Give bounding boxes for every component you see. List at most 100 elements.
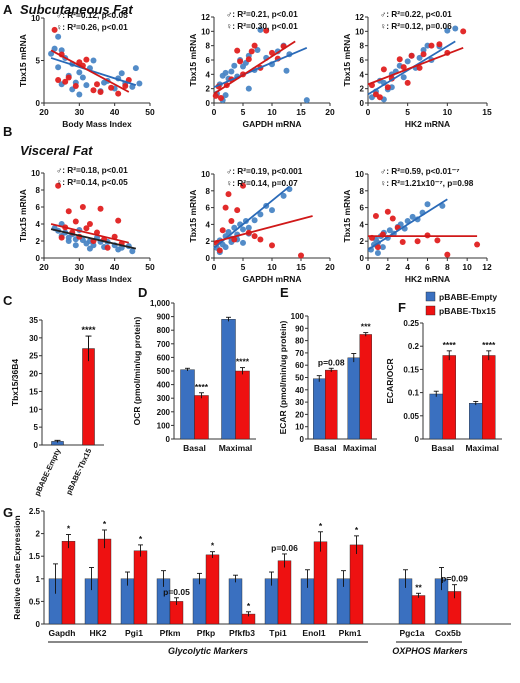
blue-trend-line <box>213 185 290 249</box>
y-tick-label: 50 <box>295 374 304 383</box>
x-tick-label: Gapdh <box>49 628 76 638</box>
y-tick-label: 10 <box>355 170 364 179</box>
y-axis-label: Tbx15 mRNA <box>18 34 28 87</box>
x-axis-label: GAPDH mRNA <box>242 119 301 129</box>
y-tick-label: 8 <box>206 42 211 51</box>
blue-data-point <box>222 92 229 99</box>
red-data-point <box>231 236 238 243</box>
glycolytic-markers-label: Glycolytic Markers <box>168 646 248 656</box>
tbx15-bar <box>133 550 148 625</box>
legend-swatch-tbx15 <box>425 305 436 316</box>
red-data-point <box>240 182 246 189</box>
red-data-point <box>104 244 111 251</box>
tbx15-bar <box>235 370 250 440</box>
x-tick-label: 50 <box>145 107 155 117</box>
y-tick-label: 8 <box>36 186 41 195</box>
red-data-point <box>62 78 69 85</box>
blue-data-point <box>129 248 136 255</box>
x-tick-label: 5 <box>241 262 246 272</box>
blue-trend-line <box>50 57 137 87</box>
red-data-point <box>400 64 407 71</box>
blue-data-point <box>240 226 246 233</box>
blue-data-point <box>231 62 238 69</box>
bar-chart-f: 0 0.05 0.1 0.15 0.2 0.25 ECAR/OCR **** Basal ****… <box>385 319 502 453</box>
y-tick-label: 2.5 <box>29 507 41 516</box>
tbx15-bar <box>205 554 220 625</box>
panel-letter-c: C <box>3 293 13 308</box>
y-tick-label: 8 <box>360 187 365 196</box>
red-data-point <box>428 42 435 49</box>
scatter-chart-b3: 0 2 4 6 8 10 0 2 4 6 8 10 12 HK2 mRNA Tbx15 mRNA ♂: R²=… <box>342 166 492 284</box>
y-tick-label: 0.05 <box>403 412 419 421</box>
significance-label: * <box>211 541 215 551</box>
red-data-point <box>58 234 65 241</box>
x-tick-label: 20 <box>325 262 335 272</box>
red-trend-line <box>213 215 313 243</box>
y-tick-label: 0.2 <box>408 342 420 351</box>
x-tick-label: Maximal <box>465 443 499 453</box>
bar-chart-d: 0 100 200 300 400 500 600 700 800 900 1,000 OCR (pm… <box>132 299 256 453</box>
x-tick-label: 15 <box>482 107 492 117</box>
y-tick-label: 0 <box>300 435 305 444</box>
significance-label: *** <box>361 322 372 332</box>
bar <box>82 348 95 446</box>
x-tick-label: Maximal <box>343 443 377 453</box>
x-tick-label: Cox5b <box>435 628 461 638</box>
red-data-point <box>436 41 443 48</box>
x-tick-label: 0 <box>366 262 371 272</box>
x-tick-label: Pfkp <box>197 628 215 638</box>
empty-bar <box>429 393 443 440</box>
blue-data-point <box>257 211 264 218</box>
red-data-point <box>416 64 423 71</box>
y-tick-label: 12 <box>355 13 364 22</box>
blue-data-point <box>280 192 287 199</box>
red-data-point <box>83 56 90 63</box>
red-data-point <box>237 58 244 65</box>
y-tick-label: 2 <box>36 530 41 539</box>
tbx15-bar <box>97 538 112 625</box>
blue-trend-line <box>50 228 137 250</box>
female-stats-text: ♀: R²=0.30, p<0.01 <box>226 21 298 31</box>
significance-label: * <box>247 601 251 611</box>
x-tick-label: 5 <box>241 107 246 117</box>
blue-data-point <box>439 202 446 209</box>
y-tick-label: 80 <box>295 337 304 346</box>
blue-data-point <box>51 45 58 52</box>
significance-label: * <box>139 534 143 544</box>
y-tick-label: 4 <box>360 220 365 229</box>
y-tick-label: 300 <box>157 394 171 403</box>
y-tick-label: 4 <box>206 220 211 229</box>
x-tick-label: Basal <box>431 443 454 453</box>
y-tick-label: 20 <box>295 410 304 419</box>
blue-data-point <box>404 58 411 65</box>
significance-label: p=0.08 <box>318 357 345 367</box>
y-tick-label: 0.5 <box>29 597 41 606</box>
red-data-point <box>414 238 421 245</box>
y-tick-label: 6 <box>206 204 211 213</box>
y-tick-label: 10 <box>31 169 40 178</box>
blue-data-point <box>90 57 97 64</box>
red-data-point <box>434 237 441 244</box>
x-tick-label: 10 <box>443 107 453 117</box>
y-axis-label: Tbx15 mRNA <box>342 190 352 243</box>
blue-data-point <box>72 242 79 249</box>
y-tick-label: 0 <box>166 435 171 444</box>
red-data-point <box>97 88 104 95</box>
y-axis-label: Relative Gene Expression <box>12 515 22 619</box>
tbx15-bar <box>442 355 456 440</box>
panel-letter-a: A <box>3 2 13 17</box>
blue-data-point <box>76 69 83 76</box>
x-tick-label: Pfkfb3 <box>229 628 255 638</box>
tbx15-bar <box>349 544 364 625</box>
blue-data-point <box>452 25 459 32</box>
male-stats-text: ♂: R²=0.59, p<0.01⁻⁷ <box>380 166 460 176</box>
red-data-point <box>251 42 258 49</box>
y-tick-label: 10 <box>295 423 304 432</box>
y-tick-label: 15 <box>29 387 38 396</box>
y-tick-label: 8 <box>206 187 211 196</box>
x-tick-label: 6 <box>425 262 430 272</box>
x-tick-label: pBABE-Tbx15 <box>64 447 93 496</box>
y-tick-label: 25 <box>29 352 38 361</box>
red-data-point <box>460 28 467 35</box>
significance-label: **** <box>81 325 96 335</box>
